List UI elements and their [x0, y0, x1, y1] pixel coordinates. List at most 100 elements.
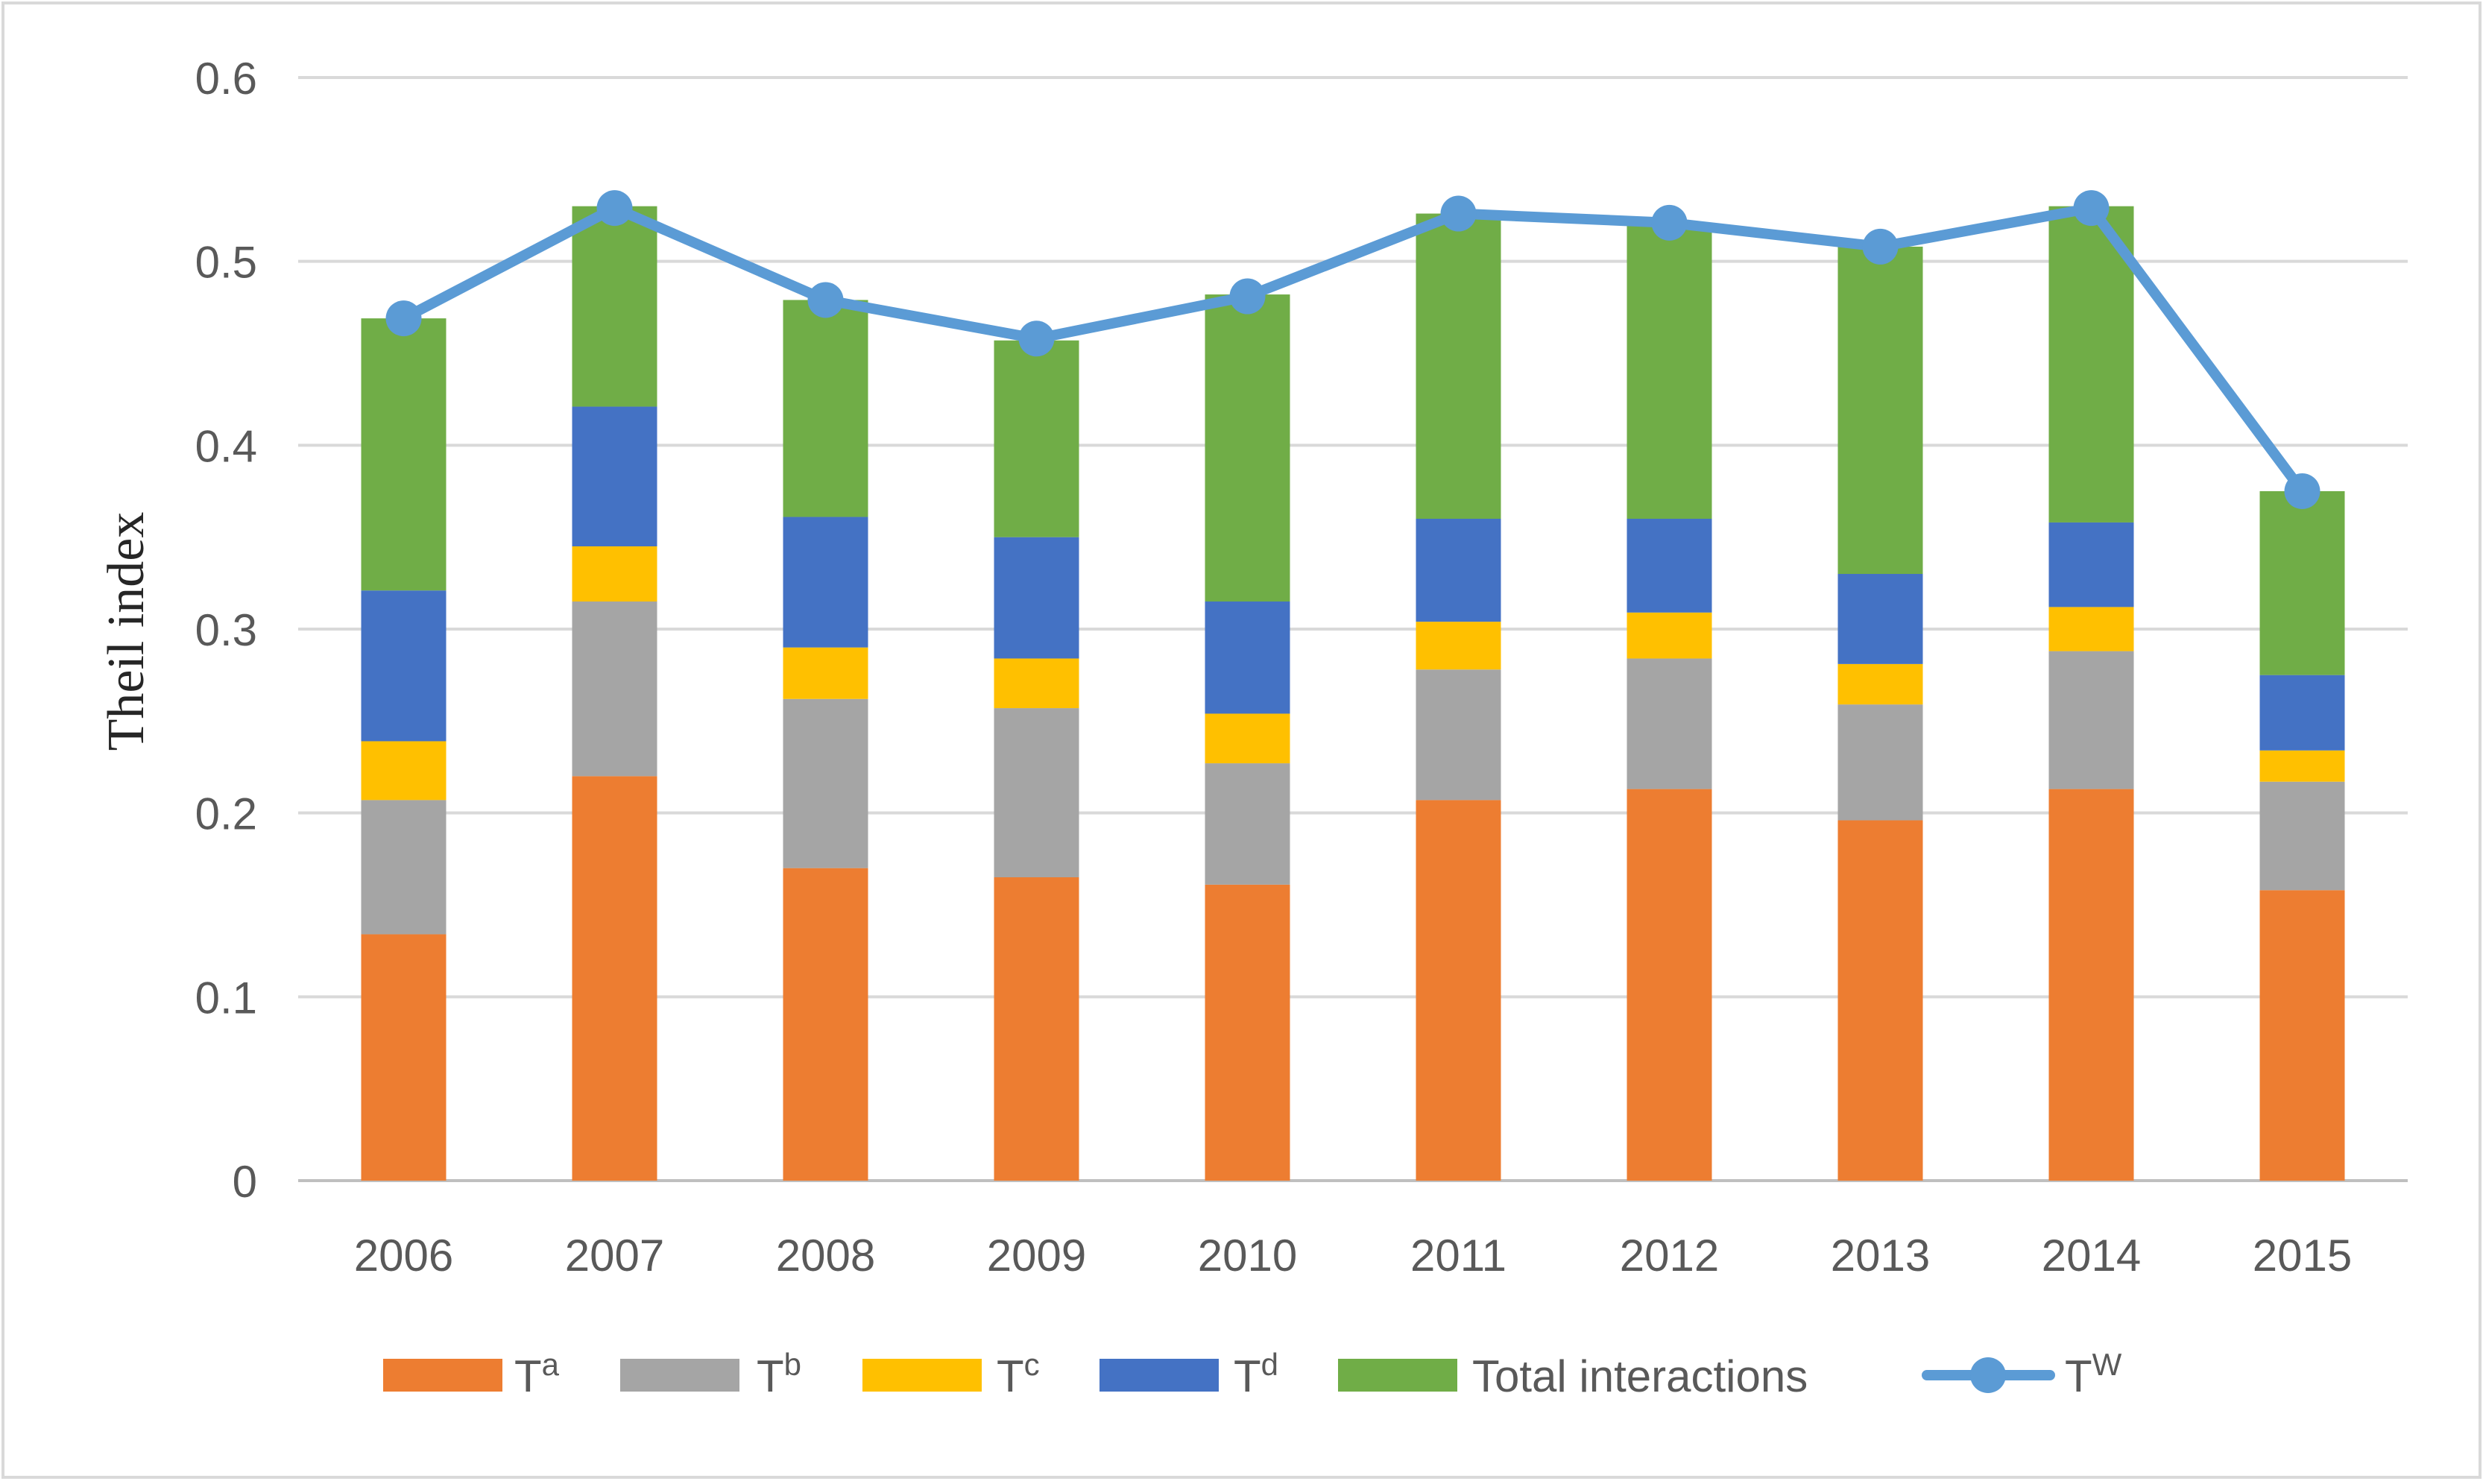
legend-item-tw: TW [1922, 1347, 2122, 1401]
bar-segment-td-2013 [1837, 574, 1923, 664]
bar-segment-tc-2009 [994, 658, 1079, 709]
bar-segment-td-2012 [1627, 519, 1712, 613]
legend-label: Total interactions [1472, 1351, 1808, 1401]
tw-point-2007 [596, 190, 633, 227]
x-tick-label: 2009 [987, 1231, 1086, 1281]
legend-swatch [383, 1359, 502, 1392]
legend-swatch [862, 1359, 982, 1392]
legend-swatch [1338, 1359, 1457, 1392]
bar-segment-td-2010 [1205, 602, 1290, 714]
y-axis: 0 0.1 0.2 0.3 0.4 0.5 0.6 [195, 54, 257, 1207]
legend-label: Ta [514, 1347, 560, 1401]
bar-segment-tc-2007 [572, 546, 657, 602]
tw-point-2008 [807, 282, 844, 318]
bar-segment-tb-2010 [1205, 763, 1290, 885]
x-axis: 2006 2007 2008 2009 2010 2011 2012 2013 2014 2015 [354, 1231, 2352, 1281]
bar-segment-tb-2008 [783, 698, 868, 868]
tw-point-2009 [1018, 321, 1055, 357]
bar-segment-tb-2006 [361, 800, 447, 935]
bar-segment-ta-2015 [2259, 890, 2345, 1181]
x-tick-label: 2010 [1198, 1231, 1297, 1281]
bar-segment-total-interactions-2009 [994, 340, 1079, 537]
legend: Ta Tb Tc Td Total interactions TW [383, 1347, 2122, 1401]
bar-segment-total-interactions-2015 [2259, 491, 2345, 675]
bar-segment-tb-2015 [2259, 781, 2345, 891]
bar-segment-td-2014 [2048, 522, 2134, 607]
legend-item-tb: Tb [620, 1347, 801, 1401]
legend-item-ta: Ta [383, 1347, 560, 1401]
x-tick-label: 2012 [1620, 1231, 1719, 1281]
x-tick-label: 2008 [776, 1231, 875, 1281]
legend-swatch [620, 1359, 739, 1392]
bar-segment-tc-2012 [1627, 612, 1712, 659]
bar-segment-tc-2013 [1837, 663, 1923, 705]
x-tick-label: 2013 [1831, 1231, 1930, 1281]
bar-segment-td-2009 [994, 537, 1079, 659]
tw-line-series [385, 190, 2320, 509]
tw-point-2015 [2284, 473, 2320, 509]
legend-item-tc: Tc [862, 1347, 1040, 1401]
bar-segment-ta-2011 [1416, 800, 1501, 1181]
bar-segment-tc-2014 [2048, 607, 2134, 651]
bar-segment-tb-2007 [572, 602, 657, 777]
legend-item-total-interactions: Total interactions [1338, 1351, 1808, 1401]
y-tick-label: 0.6 [195, 54, 257, 104]
bar-segment-tb-2009 [994, 708, 1079, 877]
bar-segment-tc-2011 [1416, 622, 1501, 670]
bar-segment-ta-2010 [1205, 884, 1290, 1181]
legend-item-td: Td [1099, 1347, 1278, 1401]
tw-point-2010 [1229, 278, 1266, 315]
bar-segment-tc-2008 [783, 647, 868, 699]
x-tick-label: 2006 [354, 1231, 453, 1281]
bar-segment-tb-2011 [1416, 669, 1501, 801]
bar-segment-td-2007 [572, 406, 657, 546]
y-tick-label: 0.1 [195, 973, 257, 1023]
bar-segment-td-2008 [783, 517, 868, 648]
bar-segment-total-interactions-2011 [1416, 213, 1501, 519]
legend-label: Tb [757, 1347, 801, 1401]
bar-segment-ta-2007 [572, 776, 657, 1181]
legend-label: TW [2065, 1347, 2122, 1401]
tw-point-2012 [1651, 204, 1688, 241]
bar-segment-tb-2012 [1627, 658, 1712, 789]
bar-segment-tc-2010 [1205, 713, 1290, 764]
tw-point-2013 [1862, 228, 1899, 265]
tw-point-2014 [2073, 190, 2110, 227]
bar-segment-total-interactions-2012 [1627, 224, 1712, 519]
bars [361, 206, 2345, 1181]
bar-segment-td-2015 [2259, 675, 2345, 751]
x-tick-label: 2015 [2253, 1231, 2352, 1281]
legend-label: Tc [997, 1347, 1040, 1401]
bar-segment-ta-2006 [361, 934, 447, 1181]
bar-segment-tc-2006 [361, 741, 447, 801]
bar-segment-total-interactions-2007 [572, 206, 657, 407]
bar-segment-ta-2014 [2048, 789, 2134, 1181]
y-axis-title: Theil index [98, 512, 155, 751]
bar-segment-total-interactions-2010 [1205, 294, 1290, 602]
y-tick-label: 0.3 [195, 605, 257, 655]
y-tick-label: 0.4 [195, 421, 257, 471]
y-tick-label: 0 [233, 1157, 257, 1207]
bar-segment-ta-2013 [1837, 820, 1923, 1181]
x-tick-label: 2011 [1410, 1231, 1506, 1281]
bar-segment-total-interactions-2006 [361, 318, 447, 591]
tw-line [398, 203, 2308, 496]
legend-label: Td [1234, 1347, 1278, 1401]
bar-segment-td-2011 [1416, 519, 1501, 622]
tw-point-2011 [1440, 195, 1477, 232]
x-tick-label: 2007 [565, 1231, 664, 1281]
bar-segment-ta-2008 [783, 868, 868, 1181]
bar-segment-ta-2009 [994, 877, 1079, 1181]
legend-marker [1970, 1357, 2006, 1393]
bar-segment-tb-2013 [1837, 704, 1923, 821]
y-tick-label: 0.5 [195, 238, 257, 288]
bar-segment-total-interactions-2013 [1837, 246, 1923, 574]
bar-segment-total-interactions-2014 [2048, 206, 2134, 522]
bar-segment-ta-2012 [1627, 789, 1712, 1181]
x-tick-label: 2014 [2042, 1231, 2141, 1281]
bar-segment-tc-2015 [2259, 750, 2345, 782]
y-tick-label: 0.2 [195, 789, 257, 839]
